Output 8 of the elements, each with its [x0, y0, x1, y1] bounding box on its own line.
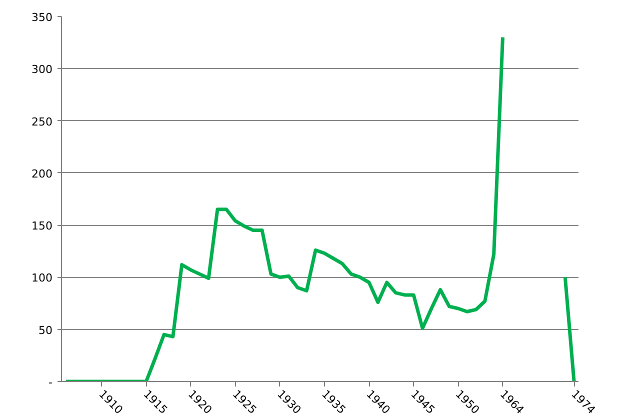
y-tick-label: 250	[32, 115, 53, 128]
y-tick-label: 300	[32, 63, 53, 76]
y-tick-label: -	[48, 376, 53, 389]
y-tick-label: 150	[32, 220, 53, 233]
y-tick-label: 350	[32, 11, 53, 24]
y-tick-label: 200	[32, 167, 53, 180]
y-tick-label: 50	[38, 324, 53, 337]
y-tick-label: 100	[32, 272, 53, 285]
